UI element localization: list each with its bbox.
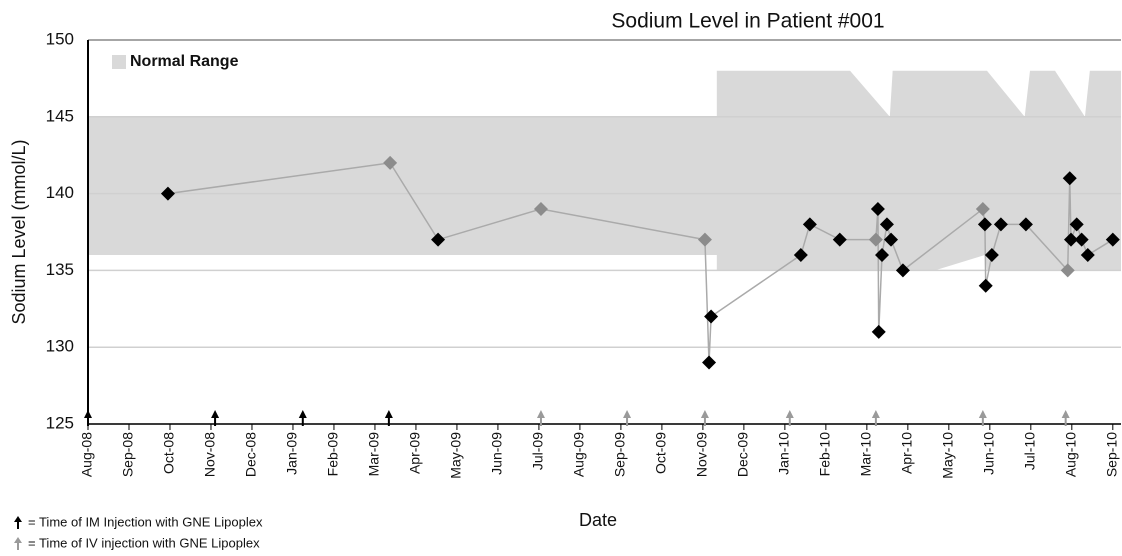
injection-arrow <box>623 410 632 426</box>
data-point <box>875 248 890 263</box>
data-point <box>1063 232 1078 247</box>
data-point <box>1060 263 1075 278</box>
data-point <box>984 248 999 263</box>
x-tick-label: Dec-08 <box>243 432 259 477</box>
data-point <box>1062 171 1077 186</box>
data-point <box>702 355 717 370</box>
legend-label: = Time of IV injection with GNE Lipoplex <box>28 535 260 550</box>
data-point <box>870 201 885 216</box>
data-point <box>1080 248 1095 263</box>
data-line <box>167 162 1114 363</box>
y-tick-label: 135 <box>46 260 74 279</box>
injection-arrow <box>536 410 545 426</box>
y-tick-label: 130 <box>46 337 74 356</box>
x-tick-label: Mar-10 <box>858 432 874 477</box>
injection-arrow <box>785 410 794 426</box>
data-point <box>884 232 899 247</box>
legend-label: Normal Range <box>130 53 239 70</box>
data-point <box>697 232 712 247</box>
x-tick-label: Sep-09 <box>612 432 628 477</box>
injection-arrow <box>298 410 307 426</box>
data-point <box>793 248 808 263</box>
data-point <box>868 232 883 247</box>
data-point <box>879 217 894 232</box>
data-point <box>977 217 992 232</box>
x-tick-label: Nov-09 <box>694 432 710 477</box>
data-point <box>871 324 886 339</box>
x-tick-label: Aug-08 <box>79 432 95 477</box>
data-point <box>1069 217 1084 232</box>
data-point <box>383 155 398 170</box>
data-point <box>431 232 446 247</box>
injection-arrow <box>211 410 220 426</box>
data-point <box>1018 217 1033 232</box>
y-tick-label: 145 <box>46 106 74 125</box>
legend-arrow <box>14 516 22 529</box>
data-point <box>802 217 817 232</box>
normal-range-band <box>88 70 1121 271</box>
x-tick-label: Oct-08 <box>161 432 177 474</box>
data-point <box>975 201 990 216</box>
legend-arrow <box>14 537 22 550</box>
injection-arrow <box>1061 410 1070 426</box>
injection-arrow <box>978 410 987 426</box>
x-tick-label: Aug-10 <box>1063 432 1079 477</box>
injection-arrow <box>84 410 92 426</box>
legend-label: = Time of IM Injection with GNE Lipoplex <box>28 514 263 529</box>
y-tick-label: 125 <box>46 413 74 432</box>
injection-arrow <box>871 410 880 426</box>
injection-arrow <box>384 410 393 426</box>
y-tick-label: 140 <box>46 183 74 202</box>
x-tick-label: May-09 <box>448 432 464 479</box>
data-point <box>895 263 910 278</box>
data-point <box>1105 232 1120 247</box>
y-tick-label: 150 <box>46 29 74 48</box>
x-tick-label: Sep-08 <box>120 432 136 477</box>
injection-arrow <box>700 410 709 426</box>
x-tick-label: Feb-09 <box>325 432 341 477</box>
data-point <box>533 201 548 216</box>
x-tick-label: Mar-09 <box>366 432 382 477</box>
x-tick-label: Jun-10 <box>981 432 997 475</box>
x-tick-label: Feb-10 <box>817 432 833 477</box>
x-tick-label: Nov-08 <box>202 432 218 477</box>
x-tick-label: Oct-09 <box>653 432 669 474</box>
legend-swatch <box>112 55 126 69</box>
x-tick-label: Apr-09 <box>407 432 423 474</box>
x-tick-label: Jan-09 <box>284 432 300 475</box>
x-tick-label: Jul-10 <box>1022 432 1038 470</box>
data-point <box>978 278 993 293</box>
data-point <box>832 232 847 247</box>
x-axis-label: Date <box>579 510 617 530</box>
x-tick-label: May-10 <box>940 432 956 479</box>
x-tick-label: Jun-09 <box>489 432 505 475</box>
data-point <box>160 186 175 201</box>
x-tick-label: Sep-10 <box>1104 432 1120 477</box>
data-point <box>704 309 719 324</box>
x-tick-label: Jul-09 <box>530 432 546 470</box>
y-axis-label: Sodium Level (mmol/L) <box>9 139 29 324</box>
x-tick-label: Jan-10 <box>776 432 792 475</box>
x-tick-label: Apr-10 <box>899 432 915 474</box>
data-point <box>993 217 1008 232</box>
x-tick-label: Aug-09 <box>571 432 587 477</box>
x-tick-label: Dec-09 <box>735 432 751 477</box>
data-point <box>1074 232 1089 247</box>
chart-title: Sodium Level in Patient #001 <box>611 10 884 33</box>
